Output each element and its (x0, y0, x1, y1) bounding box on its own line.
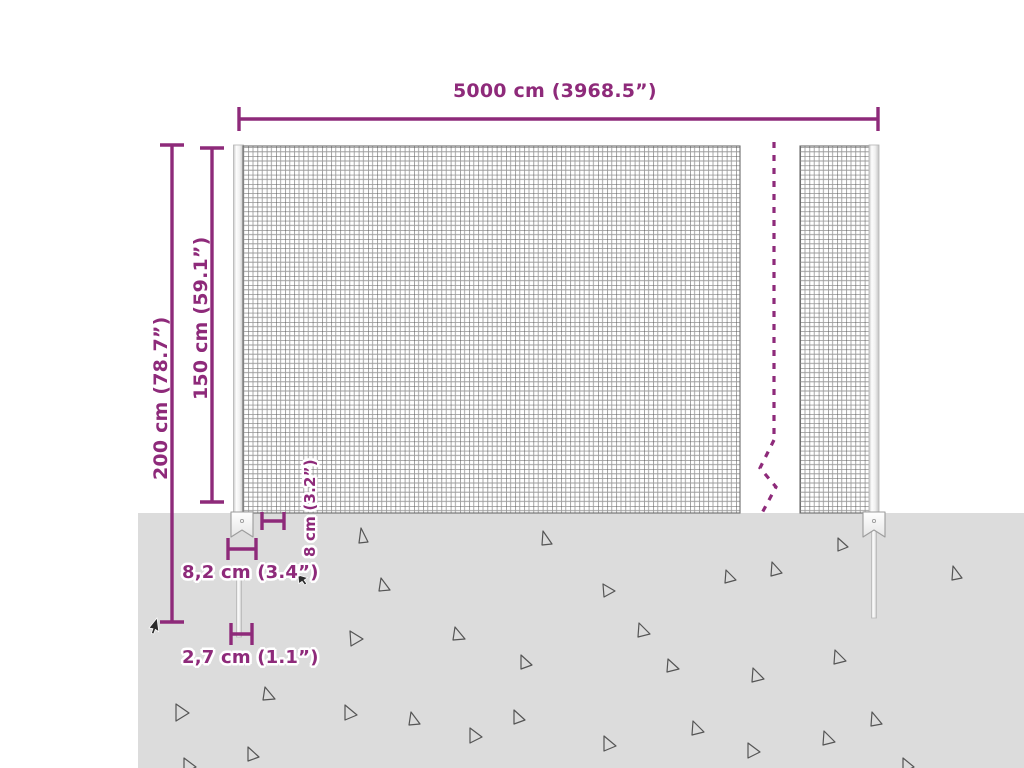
dimension-label-mesh-height: 150 cm (59.1”) (190, 236, 212, 400)
post-base-plate-left (230, 511, 254, 538)
gravel-triangles (175, 527, 963, 768)
dimension-label-mesh-aperture: 8 cm (3.2”) (301, 459, 319, 557)
dimension-label-total-height: 200 cm (78.7”) (150, 316, 172, 480)
dimline-plate-width (226, 538, 258, 560)
dimension-lines (160, 107, 880, 645)
dimline-total-width (237, 107, 880, 131)
cursor-arrow-lower-left (148, 617, 160, 635)
dimline-mesh-height (200, 146, 224, 504)
cursor-arrow-detail (297, 574, 309, 586)
break-line (758, 142, 778, 514)
dimension-label-plate-width: 8,2 cm (3.4”) (182, 562, 319, 583)
ground-region (138, 513, 1024, 768)
dimline-total-height (160, 143, 184, 624)
dimension-label-total-width: 5000 cm (3968.5”) (453, 80, 657, 102)
dimension-label-post-diameter: 2,7 cm (1.1”) (182, 647, 319, 668)
mesh-panel-main (242, 145, 741, 514)
dimline-post-diameter (229, 623, 254, 645)
dimline-mesh-aperture (260, 512, 286, 530)
post-base-plate-right (862, 511, 886, 538)
mesh-panel-right (799, 145, 871, 514)
